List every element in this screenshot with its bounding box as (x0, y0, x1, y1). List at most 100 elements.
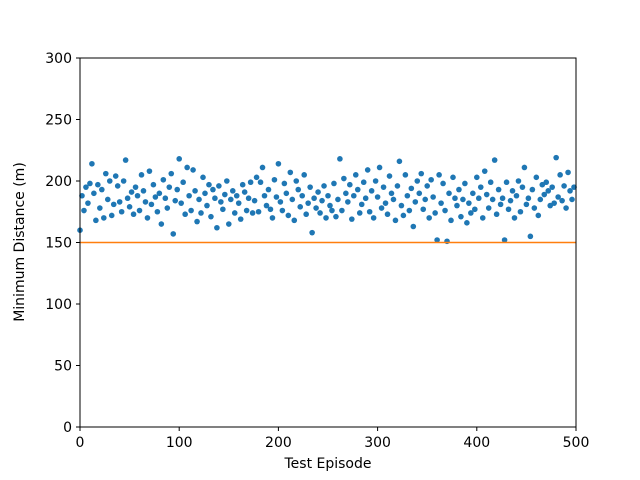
point (376, 164, 383, 171)
point (231, 210, 238, 216)
point (337, 156, 343, 162)
point (170, 231, 177, 237)
point (313, 205, 319, 211)
point (140, 188, 147, 194)
point (499, 195, 506, 202)
point (495, 186, 502, 193)
point (489, 196, 496, 203)
point (541, 191, 548, 198)
point (557, 172, 563, 178)
point (166, 184, 173, 190)
point (315, 189, 321, 195)
point (392, 217, 399, 224)
point (493, 211, 500, 218)
point (454, 202, 460, 209)
point (525, 195, 532, 202)
point (343, 190, 349, 197)
point (307, 184, 313, 190)
point (408, 185, 415, 192)
x-tick-label: 200 (265, 435, 292, 451)
point (475, 195, 482, 202)
point (345, 199, 351, 205)
point (178, 200, 184, 206)
point (372, 178, 379, 184)
point (358, 201, 365, 208)
point (130, 211, 137, 218)
point (233, 192, 240, 199)
point (416, 190, 423, 197)
point (347, 181, 353, 188)
point (259, 164, 266, 171)
point (249, 210, 256, 216)
point (85, 200, 91, 206)
point (470, 190, 476, 197)
point (531, 205, 538, 211)
point (108, 212, 115, 219)
point (112, 173, 119, 179)
point (394, 183, 401, 189)
point (386, 173, 393, 179)
x-tick-label: 400 (463, 435, 490, 451)
point (325, 192, 331, 199)
point (210, 186, 216, 193)
point (293, 178, 300, 184)
point (136, 207, 143, 214)
point (432, 210, 438, 216)
point (523, 201, 530, 208)
point (176, 156, 182, 162)
point (509, 188, 516, 194)
point (122, 157, 129, 163)
point (448, 217, 454, 224)
point (446, 190, 452, 197)
point (184, 164, 190, 171)
point (501, 237, 508, 243)
point (428, 176, 434, 183)
plot-frame (79, 57, 577, 428)
point (102, 170, 109, 177)
point (295, 186, 302, 193)
point (507, 197, 514, 204)
point (535, 212, 542, 219)
point (226, 221, 232, 227)
point (224, 178, 230, 184)
point (269, 215, 276, 221)
point (311, 195, 317, 202)
point (160, 176, 167, 183)
point (164, 205, 171, 211)
point (374, 194, 381, 200)
point (319, 197, 325, 204)
point (380, 184, 387, 190)
point (285, 212, 292, 219)
point (180, 179, 186, 186)
point (138, 172, 145, 178)
y-tick-label: 100 (45, 297, 72, 313)
point (549, 184, 555, 190)
point (464, 220, 470, 226)
point (404, 192, 411, 199)
x-tick-label: 0 (76, 435, 85, 451)
point (309, 229, 315, 236)
y-tick-label: 300 (45, 51, 72, 67)
point (289, 196, 296, 203)
point (91, 190, 97, 197)
point (134, 192, 141, 199)
point (321, 183, 327, 189)
point (265, 186, 272, 193)
point (235, 200, 242, 206)
point (156, 190, 163, 197)
y-tick-label: 250 (45, 113, 72, 129)
point (505, 206, 512, 213)
point (481, 168, 488, 174)
point (303, 211, 309, 218)
point (277, 199, 284, 205)
point (424, 183, 431, 189)
point (511, 215, 518, 221)
point (450, 174, 456, 181)
point (341, 175, 347, 182)
point (352, 172, 359, 178)
point (335, 196, 341, 203)
point (95, 181, 101, 188)
point (497, 201, 504, 208)
point (398, 202, 405, 209)
point (220, 206, 226, 213)
